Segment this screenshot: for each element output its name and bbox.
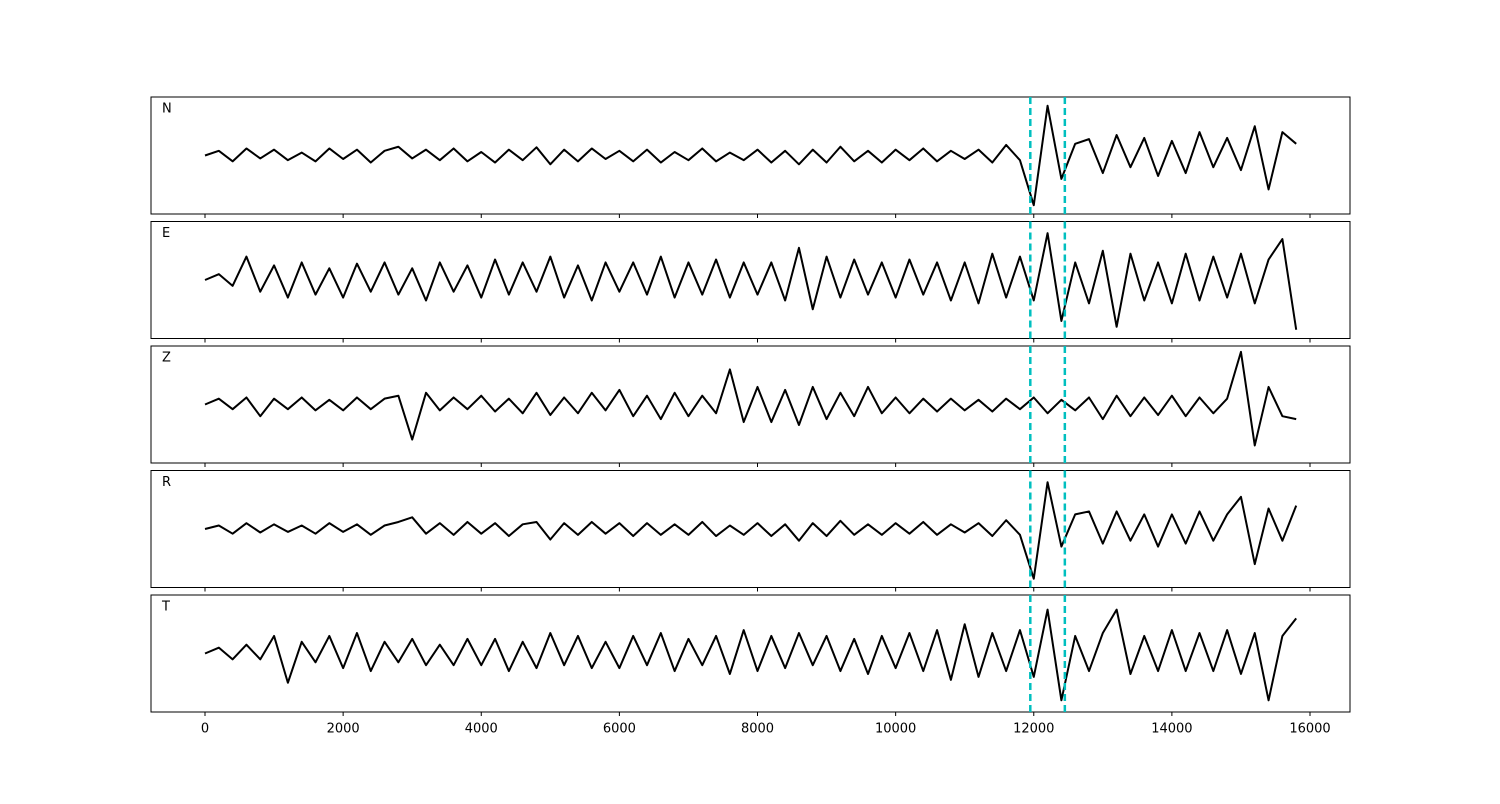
panel-label: N bbox=[162, 102, 172, 117]
panel-frame bbox=[150, 345, 1351, 464]
trace bbox=[204, 104, 1297, 207]
panel-frame bbox=[150, 470, 1351, 588]
x-tick-label: 12000 bbox=[1013, 722, 1054, 737]
x-tick-label: 16000 bbox=[1289, 722, 1330, 737]
panel-frame bbox=[150, 221, 1351, 339]
panel-label: E bbox=[162, 226, 170, 241]
panel-frame bbox=[150, 594, 1351, 713]
x-tick-label: 0 bbox=[201, 722, 209, 737]
trace bbox=[204, 608, 1297, 702]
panel-label: R bbox=[162, 475, 171, 490]
x-tick-label: 14000 bbox=[1151, 722, 1192, 737]
panel-frame bbox=[150, 96, 1351, 215]
x-tick-label: 4000 bbox=[465, 722, 498, 737]
panel-label: T bbox=[161, 600, 170, 615]
x-tick-label: 10000 bbox=[875, 722, 916, 737]
x-tick-label: 8000 bbox=[741, 722, 774, 737]
trace bbox=[204, 232, 1298, 330]
x-tick-label: 2000 bbox=[327, 722, 360, 737]
trace bbox=[204, 350, 1297, 447]
panel-label: Z bbox=[162, 351, 171, 366]
x-tick-label: 6000 bbox=[603, 722, 636, 737]
trace bbox=[204, 481, 1298, 580]
